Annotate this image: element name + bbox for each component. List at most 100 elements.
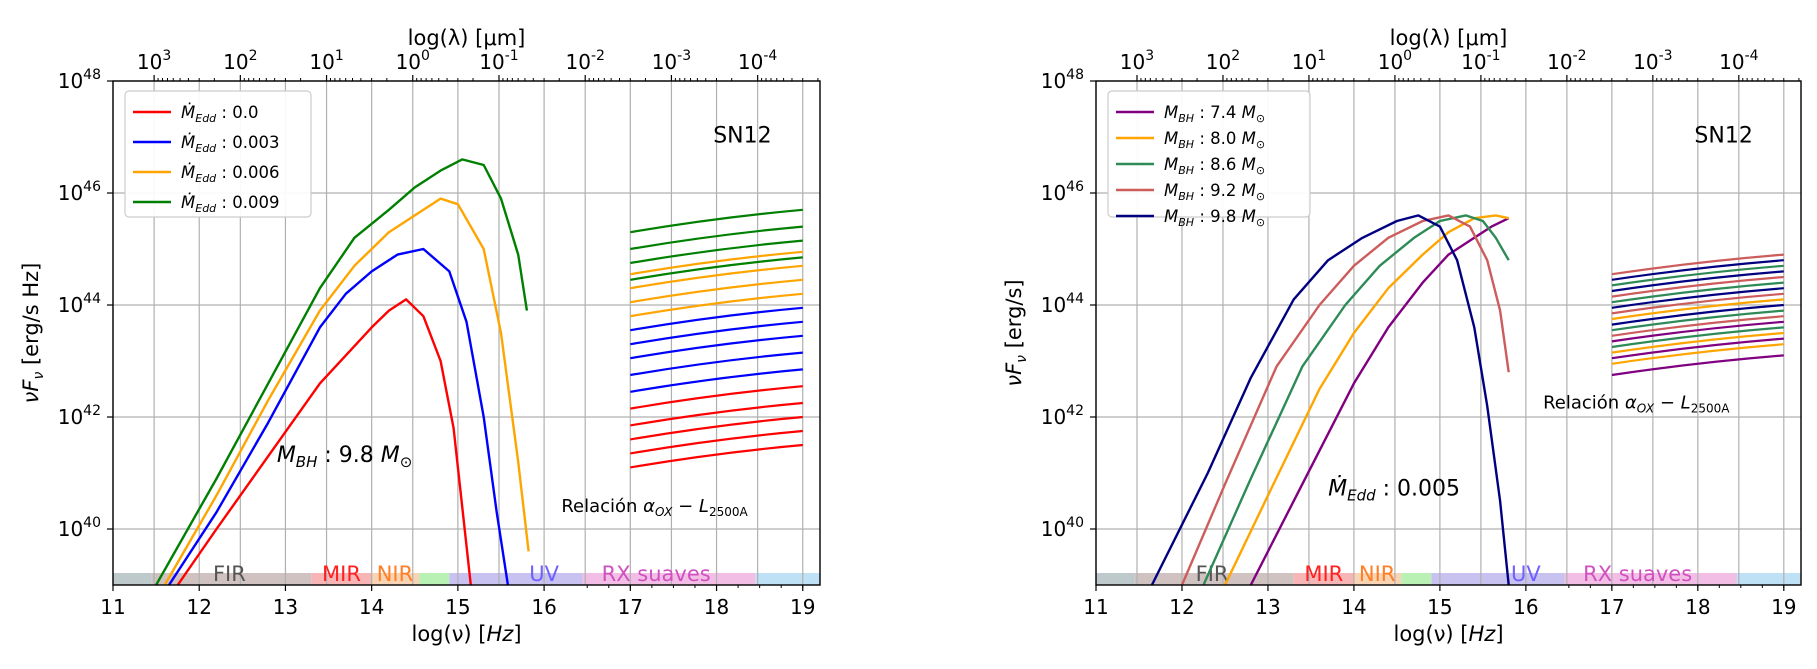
xray-line-1 — [630, 225, 803, 251]
band-strip — [419, 573, 450, 585]
top-axis-title: log(λ) [μm] — [408, 26, 526, 50]
series-line-2 — [163, 197, 530, 585]
xray-line-4 — [630, 256, 803, 281]
relation-label: Relación αOX − L2500A — [1543, 393, 1730, 416]
band-fir — [151, 573, 312, 585]
x-tick-label: 18 — [704, 595, 729, 619]
x-axis-bottom: 11 12 13 14 15 16 17 18 19 log(ν) [Hz] — [100, 585, 815, 646]
top-tick-label: 10-4 — [738, 48, 778, 74]
top-tick-label: 10-2 — [1547, 48, 1586, 74]
band-fir — [1134, 573, 1294, 585]
xray-line-11 — [1611, 315, 1784, 337]
left-panel: FIR MIR NIR UV RX suaves 11 12 13 14 15 16 17 18 19 lo… — [19, 26, 821, 646]
band-labels: FIR MIR NIR UV RX suaves — [213, 562, 711, 586]
xray-line-6 — [630, 278, 803, 304]
band-label-uv: UV — [1511, 562, 1541, 586]
top-tick-label: 10-3 — [1633, 48, 1672, 74]
band-label-fir: FIR — [213, 562, 246, 586]
series-line-3 — [155, 158, 529, 585]
band-strip — [113, 573, 152, 585]
xray-line-12 — [630, 368, 803, 393]
band-strip — [1736, 573, 1801, 585]
xray-line-10 — [1611, 309, 1784, 332]
y-tick-label: 1046 — [58, 179, 101, 205]
x-tick-label: 17 — [618, 595, 643, 619]
top-tick-label: 101 — [309, 48, 343, 74]
fixed-mbh-label: MBH : 9.8 M⊙ — [277, 443, 413, 471]
xray-line-12 — [1611, 320, 1784, 343]
x-tick-label: 19 — [1771, 595, 1796, 619]
band-strip — [755, 573, 820, 585]
top-tick-label: 102 — [223, 48, 257, 74]
series-line-3 — [1180, 214, 1510, 585]
xray-line-9 — [1611, 303, 1784, 326]
x-tick-label: 18 — [1685, 595, 1710, 619]
x-tick-label: 13 — [1255, 595, 1280, 619]
xray-segments — [630, 208, 803, 469]
xray-line-2 — [630, 239, 803, 265]
xray-line-11 — [630, 351, 803, 377]
xray-line-17 — [1611, 354, 1784, 377]
band-label-rx-suaves: RX suaves — [1583, 562, 1692, 586]
top-tick-label: 100 — [1378, 48, 1412, 74]
sed-curves — [1150, 214, 1510, 585]
band-label-rx-suaves: RX suaves — [602, 562, 711, 586]
series-line-4 — [1150, 214, 1510, 585]
xray-line-3 — [1611, 270, 1784, 293]
x-tick-label: 11 — [1083, 595, 1108, 619]
legend-label: ṀEdd : 0.006 — [181, 163, 279, 185]
xray-line-0 — [1611, 253, 1784, 276]
x-tick-label: 11 — [100, 595, 125, 619]
series-line-0 — [176, 298, 472, 585]
xray-line-8 — [630, 306, 803, 332]
band-rx-suaves — [582, 573, 756, 585]
series-line-1 — [167, 247, 510, 585]
xray-line-2 — [1611, 264, 1784, 287]
xray-line-16 — [630, 429, 803, 455]
top-axis-title: log(λ) [μm] — [1390, 26, 1508, 50]
x-tick-label: 15 — [445, 595, 470, 619]
band-label-nir: NIR — [1359, 562, 1396, 586]
xray-line-4 — [1611, 275, 1784, 298]
top-tick-label: 10-3 — [652, 48, 691, 74]
legend-label: MBH : 8.6 M⊙ — [1164, 155, 1265, 177]
legend-label: MBH : 7.4 M⊙ — [1164, 103, 1265, 125]
xray-line-7 — [630, 292, 803, 318]
xray-line-15 — [630, 415, 803, 441]
band-strip — [1096, 573, 1135, 585]
band-strip — [1401, 573, 1432, 585]
y-tick-label: 1042 — [1041, 403, 1084, 429]
sample-label: SN12 — [1694, 124, 1752, 149]
x-tick-label: 14 — [359, 595, 384, 619]
legend-label: ṀEdd : 0.009 — [181, 193, 279, 215]
band-uv — [1431, 573, 1565, 585]
x-axis-title: log(ν) [Hz] — [1393, 622, 1503, 646]
top-tick-label: 10-1 — [479, 48, 518, 74]
fixed-medd-label: ṀEdd : 0.005 — [1328, 475, 1460, 504]
legend-label: ṀEdd : 0.0 — [181, 103, 258, 125]
y-tick-label: 1046 — [1041, 179, 1084, 205]
relation-label: Relación αOX − L2500A — [561, 496, 748, 519]
legend-label: MBH : 9.2 M⊙ — [1164, 181, 1265, 203]
band-label-nir: NIR — [377, 562, 414, 586]
x-tick-label: 13 — [273, 595, 298, 619]
xray-line-14 — [1611, 331, 1784, 354]
series-line-0 — [1249, 217, 1510, 585]
x-axis-top: 103 102 101 100 10-1 10-2 10-3 10-4 log(λ) [μm] — [1120, 26, 1800, 81]
y-axis-title: νFν [erg/s Hz] — [19, 263, 47, 404]
legend-label: ṀEdd : 0.003 — [181, 133, 279, 155]
legend-box — [124, 90, 312, 218]
y-tick-label: 1040 — [58, 515, 101, 541]
y-tick-label: 1042 — [58, 403, 101, 429]
band-label-uv: UV — [529, 562, 559, 586]
xray-line-13 — [1611, 326, 1784, 349]
plot-frame — [1095, 80, 1802, 586]
band-nir — [371, 573, 420, 585]
xray-line-6 — [1611, 287, 1784, 309]
x-tick-label: 16 — [531, 595, 556, 619]
top-tick-label: 102 — [1206, 48, 1240, 74]
y-axis: 1040 1042 1044 1046 1048 νFν [erg/s Hz] — [19, 67, 113, 541]
x-tick-label: 14 — [1341, 595, 1366, 619]
y-tick-label: 1048 — [1041, 67, 1084, 93]
